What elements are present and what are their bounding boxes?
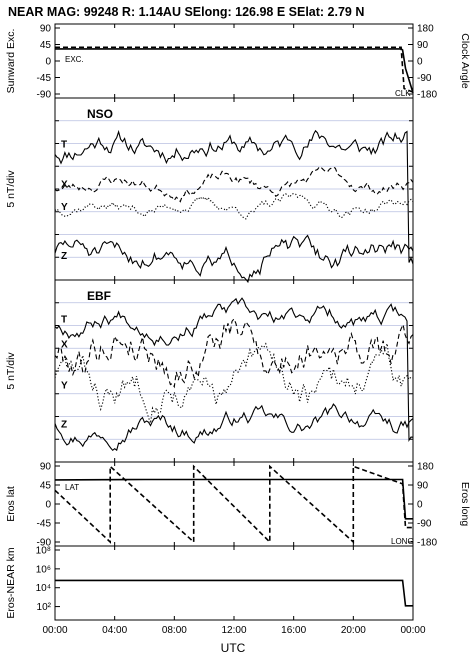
panel-ebf: 5 nT/div EBF T X Y Z: [5, 279, 414, 463]
figure-title: NEAR MAG: 99248 R: 1.14AU SElong: 126.98…: [8, 5, 364, 19]
y-tick-label: 45: [40, 481, 52, 492]
y-tick-label: 90: [40, 462, 52, 473]
series-label-y: Y: [61, 202, 68, 213]
y-axis-label: 5 nT/div: [5, 352, 17, 390]
panel-sunward-frame: [54, 23, 414, 99]
y-tick-label-right: -90: [417, 519, 432, 530]
x-axis: UTC 00:00 04:00 08:00 12:00 16:00 20:00 00:00: [42, 625, 425, 655]
series-label-y: Y: [61, 381, 68, 392]
panels: Sunward Exc. Clock Angle 90 45 0 -45 -90 180 90 0…: [5, 23, 471, 621]
y-tick-label-right: 180: [417, 24, 434, 35]
series-label-t: T: [61, 315, 67, 326]
x-tick-label: 04:00: [102, 625, 127, 636]
panel-eros: Eros lat Eros long 90 45 0 -45 -90 180 90 0 -90 -18…: [5, 461, 471, 549]
panel-nso: 5 nT/div NSO T X Y Z: [5, 97, 414, 284]
series-label-t: T: [61, 140, 67, 151]
y-tick-label: 10⁸: [36, 546, 51, 557]
y-axis-label-right: Eros long: [459, 482, 471, 527]
series-label-z: Z: [61, 251, 67, 262]
y-tick-label: 10⁴: [36, 583, 51, 594]
y-axis-label: Eros lat: [5, 486, 17, 522]
series-line-t: [54, 129, 414, 265]
y-tick-label: 10⁶: [36, 564, 51, 575]
annotation-long: LONG: [391, 537, 414, 546]
series-line-y: [54, 192, 414, 220]
y-tick-label: -90: [37, 538, 52, 549]
panel-label: EBF: [87, 289, 111, 303]
y-tick-label: 10²: [37, 602, 52, 613]
series-line-lat: [54, 478, 413, 520]
y-tick-label-right: -90: [417, 73, 432, 84]
x-tick-label: 20:00: [341, 625, 366, 636]
series-line-x: [54, 317, 414, 389]
series-label-x: X: [61, 179, 68, 190]
y-tick-label-right: 90: [417, 40, 429, 51]
y-tick-label-right: 0: [417, 500, 423, 511]
annotation-exc: EXC.: [65, 55, 84, 64]
series-line-z: [54, 403, 414, 452]
panel-dist: Eros-NEAR km 10⁸ 10⁶ 10⁴ 10²: [5, 545, 414, 621]
panel-sunward: Sunward Exc. Clock Angle 90 45 0 -45 -90 180 90 0…: [5, 23, 471, 101]
series-line-clk: [55, 46, 414, 93]
x-axis-label: UTC: [221, 641, 246, 655]
x-tick-label: 12:00: [221, 625, 246, 636]
y-tick-label-right: -180: [417, 90, 437, 101]
series-line-exc.: [55, 48, 414, 94]
y-tick-label: -45: [37, 519, 52, 530]
series-line-z: [54, 234, 414, 284]
y-tick-label-right: 180: [417, 462, 434, 473]
annotation-lat: LAT: [65, 483, 79, 492]
y-tick-label: 90: [40, 24, 52, 35]
y-tick-label: 0: [45, 500, 51, 511]
y-axis-label: Eros-NEAR km: [5, 547, 17, 618]
panel-label: NSO: [87, 107, 113, 121]
y-tick-label: 0: [45, 57, 51, 68]
y-axis-label-right: Clock Angle: [459, 33, 471, 89]
y-tick-label: -45: [37, 73, 52, 84]
annotation-clk: CLK: [395, 89, 411, 98]
y-tick-label: -90: [37, 90, 52, 101]
x-tick-label: 00:00: [42, 625, 67, 636]
panel-eros-frame: [54, 461, 414, 547]
y-axis-label: Sunward Exc.: [5, 29, 17, 94]
x-tick-label: 00:00: [400, 625, 425, 636]
series-line-long: [54, 464, 413, 544]
series-label-z: Z: [61, 419, 67, 430]
x-tick-label: 08:00: [162, 625, 187, 636]
y-tick-label-right: 0: [417, 57, 423, 68]
x-tick-label: 16:00: [281, 625, 306, 636]
y-tick-label-right: 90: [417, 481, 429, 492]
y-axis-label: 5 nT/div: [5, 170, 17, 208]
series-line-x: [54, 165, 414, 203]
series-line-distance: [55, 579, 413, 607]
y-tick-label: 45: [40, 40, 52, 51]
series-line-t: [54, 297, 414, 443]
panel-dist-frame: [54, 545, 414, 621]
series-label-x: X: [61, 340, 68, 351]
series-line-y: [54, 342, 414, 424]
y-tick-label-right: -180: [417, 538, 437, 549]
